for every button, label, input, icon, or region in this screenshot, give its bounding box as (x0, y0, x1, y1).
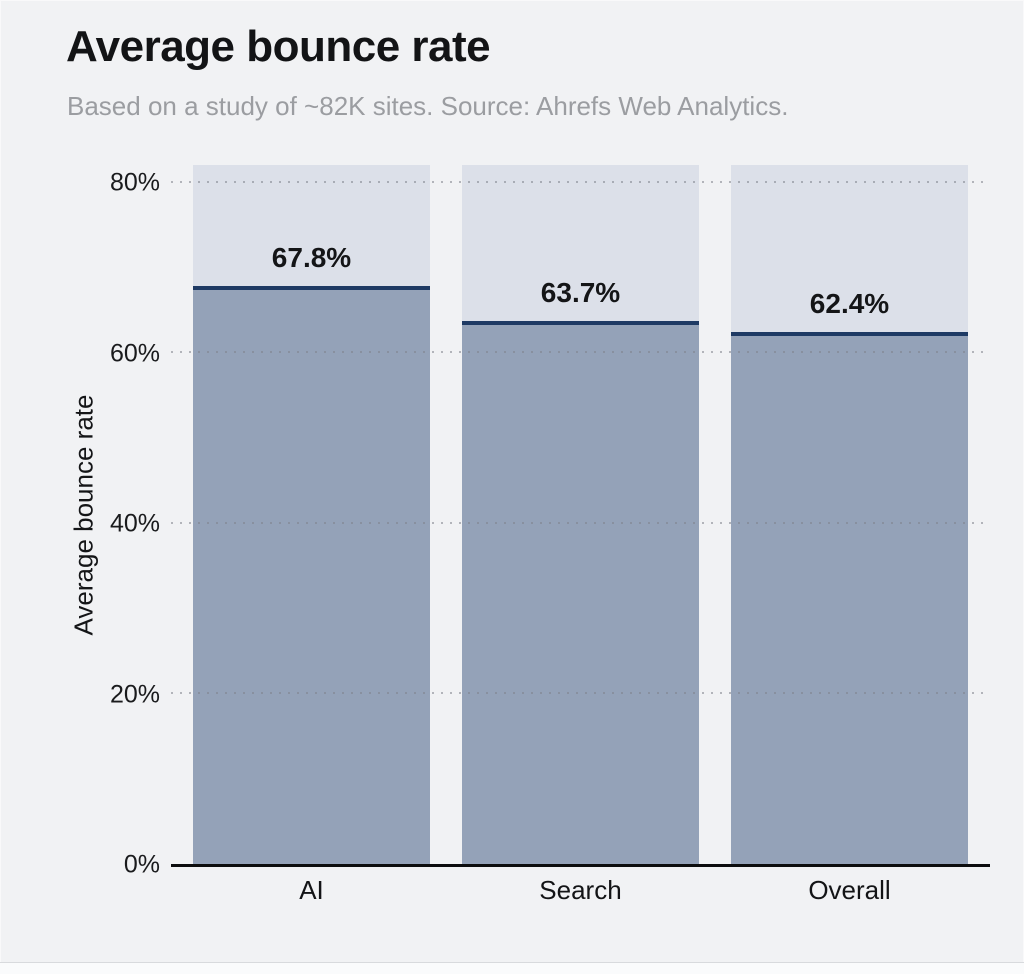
gridline-40pct (171, 521, 990, 525)
bar-value-label: 63.7% (540, 277, 621, 308)
gridline-80pct (171, 180, 990, 184)
bar-value-label: 67.8% (271, 242, 352, 274)
x-axis-category-labels: AI Search Overall (171, 875, 990, 906)
y-tick-label-60: 60% (109, 339, 160, 368)
y-tick-label-40: 40% (109, 509, 160, 538)
card-bottom-edge (0, 962, 1024, 974)
x-category-label-overall: Overall (808, 875, 891, 905)
x-category-label-search: Search (539, 875, 622, 905)
chart-title: Average bounce rate (66, 22, 491, 71)
gridline-60pct (171, 350, 990, 354)
bar-fill (193, 286, 430, 864)
chart-subtitle: Based on a study of ~82K sites. Source: … (67, 91, 789, 121)
gridline-20pct (171, 691, 990, 695)
bar-overall: 62.4% (731, 165, 968, 864)
plot-area: 67.8% 63.7% 62.4% (171, 165, 990, 867)
x-category-label-ai: AI (299, 875, 324, 905)
y-tick-label-0: 0% (123, 850, 160, 879)
bars-row: 67.8% 63.7% 62.4% (171, 165, 990, 864)
bar-value-label: 62.4% (809, 288, 890, 320)
bar-ai: 67.8% (193, 165, 430, 864)
bar-search: 63.7% (462, 165, 699, 864)
bar-fill (462, 321, 699, 864)
y-tick-label-80: 80% (109, 168, 160, 197)
y-tick-label-20: 20% (109, 680, 160, 708)
bar-fill (731, 332, 968, 864)
